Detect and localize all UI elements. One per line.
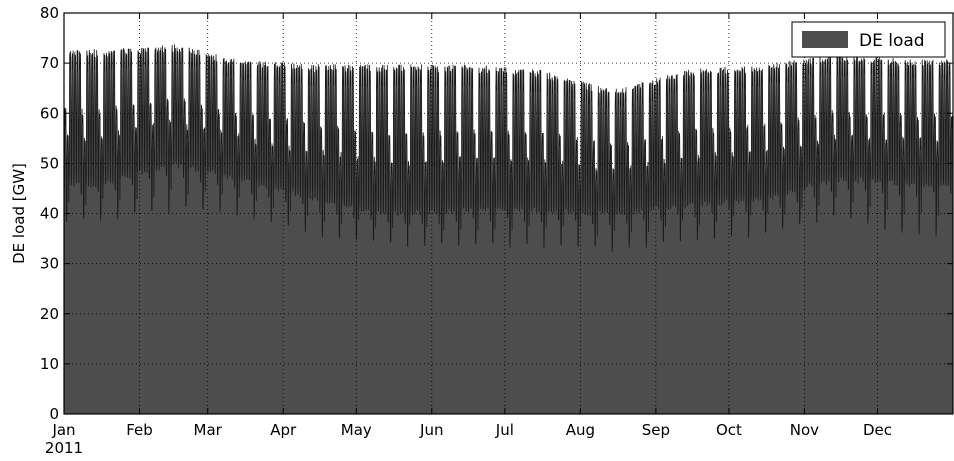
y-tick-label: 40 — [40, 205, 59, 223]
x-tick-label: Jun — [419, 421, 443, 439]
y-tick-label: 50 — [40, 154, 59, 172]
y-tick-label: 60 — [40, 104, 59, 122]
x-tick-label: Jan — [51, 421, 75, 439]
y-tick-label: 80 — [40, 4, 59, 22]
area-layer — [63, 44, 954, 415]
x-tick-label: May — [341, 421, 372, 439]
x-tick-label: Dec — [863, 421, 892, 439]
x-tick-label: Sep — [642, 421, 670, 439]
legend: DE load — [791, 21, 946, 58]
x-tick-label: Nov — [790, 421, 819, 439]
y-tick-label: 20 — [40, 305, 59, 323]
y-axis-label: DE load [GW] — [10, 163, 28, 264]
y-tick-label: 70 — [40, 54, 59, 72]
y-tick-label: 0 — [49, 405, 59, 423]
x-tick-label: Oct — [716, 421, 742, 439]
y-tick-label: 10 — [40, 355, 59, 373]
x-tick-label: Apr — [270, 421, 297, 439]
legend-swatch — [802, 31, 848, 48]
x-tick-label: Aug — [566, 421, 595, 439]
legend-label: DE load — [859, 31, 925, 51]
x-tick-label: Feb — [126, 421, 153, 439]
x-tick-label: Mar — [194, 421, 223, 439]
y-tick-label: 30 — [40, 255, 59, 273]
grid-layer — [64, 13, 953, 414]
x-tick-sublabel: 2011 — [45, 439, 83, 457]
x-tick-label: Jul — [495, 421, 514, 439]
series-de-load-area — [63, 44, 954, 415]
